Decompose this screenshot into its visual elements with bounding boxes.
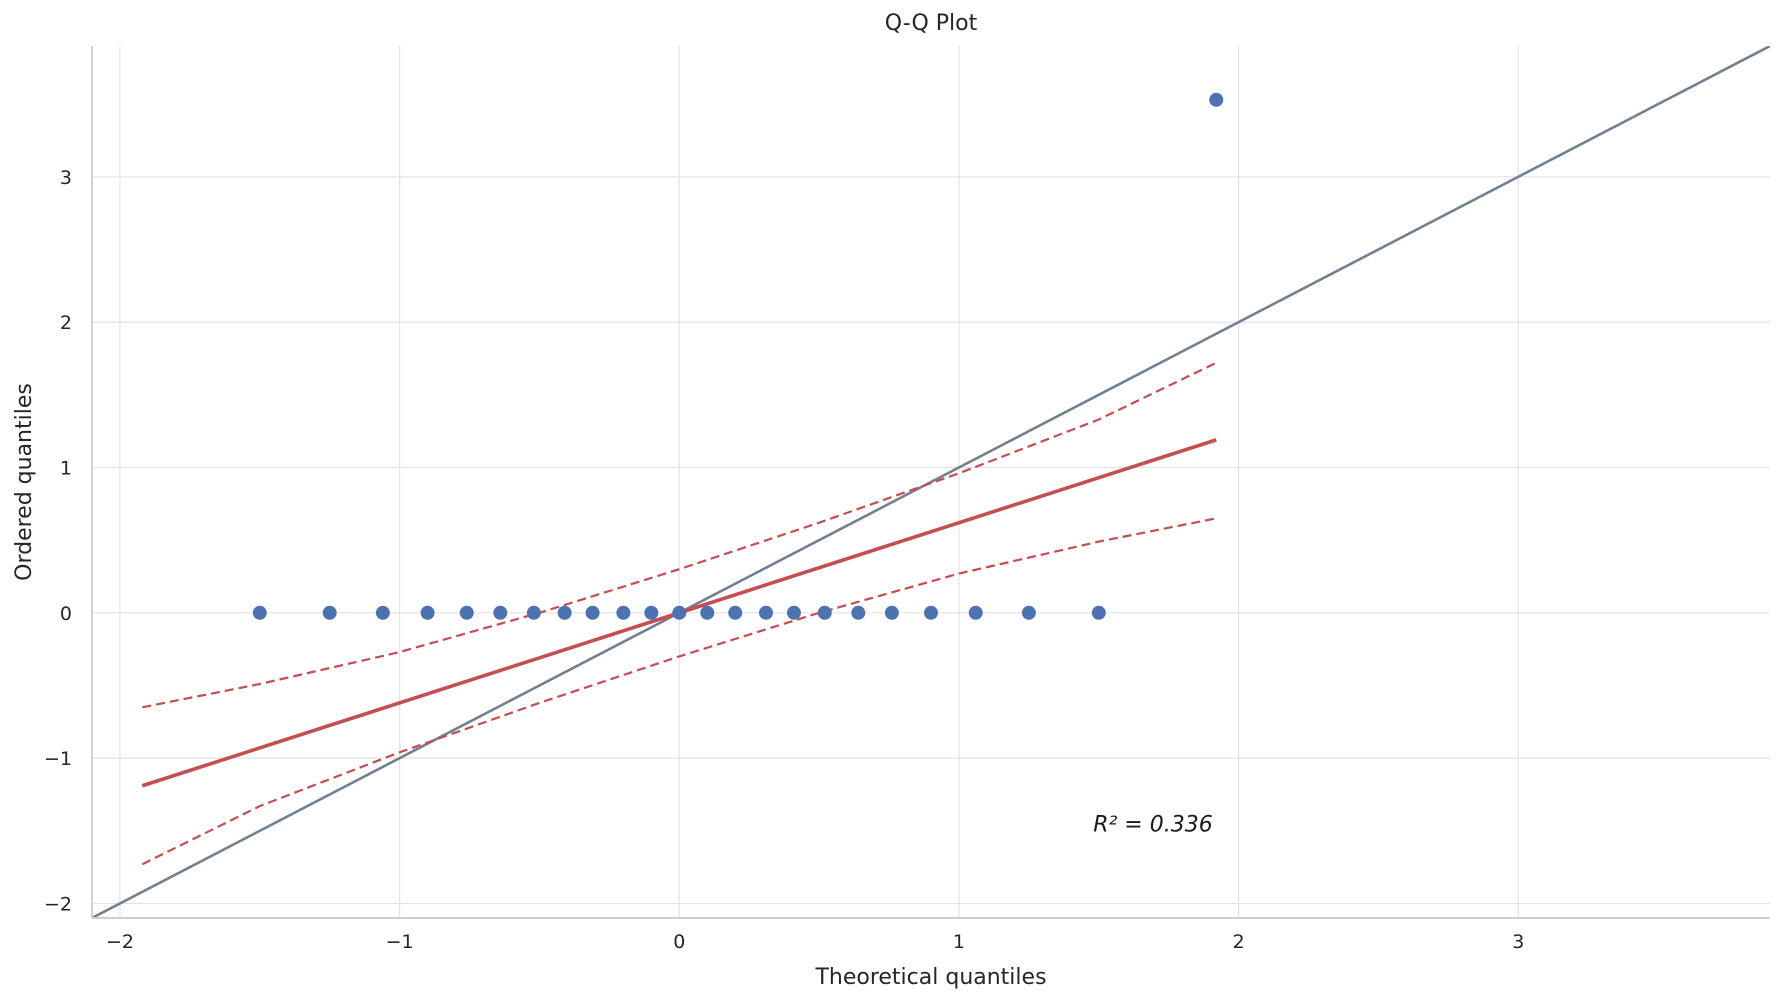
data-point xyxy=(252,605,267,620)
y-tick-label: −1 xyxy=(44,748,72,770)
data-point xyxy=(817,605,832,620)
data-point xyxy=(526,605,541,620)
r-squared-annotation: R² = 0.336 xyxy=(1093,813,1213,838)
data-point xyxy=(585,605,600,620)
data-points xyxy=(252,92,1224,620)
y-tick-label: 0 xyxy=(60,603,72,625)
y-tick-label: 2 xyxy=(60,312,72,334)
data-point xyxy=(644,605,659,620)
chart-title: Q-Q Plot xyxy=(885,11,978,36)
data-point xyxy=(968,605,983,620)
data-point xyxy=(459,605,474,620)
data-point xyxy=(884,605,899,620)
confidence-band-lower xyxy=(141,517,1217,866)
plot-area xyxy=(92,46,1770,918)
reference-line xyxy=(92,46,1770,918)
x-tick-label: 0 xyxy=(673,931,685,953)
x-tick-label: 3 xyxy=(1512,931,1524,953)
y-axis-title: Ordered quantiles xyxy=(12,383,37,581)
y-tick-label: −2 xyxy=(44,893,72,915)
y-tick-label: 3 xyxy=(60,167,72,189)
data-point xyxy=(375,605,390,620)
data-point xyxy=(924,605,938,620)
x-axis-title: Theoretical quantiles xyxy=(814,965,1046,990)
x-tick-label: 1 xyxy=(953,931,965,953)
data-point xyxy=(557,605,572,620)
data-point xyxy=(700,605,715,620)
data-point xyxy=(728,605,743,620)
data-point xyxy=(420,605,435,620)
x-tick-label: −1 xyxy=(386,931,414,953)
data-point xyxy=(672,605,687,620)
data-point xyxy=(616,605,631,620)
x-tick-label: −2 xyxy=(106,931,134,953)
x-tick-label: 2 xyxy=(1233,931,1245,953)
confidence-band-upper xyxy=(142,361,1217,709)
data-point xyxy=(1091,605,1106,620)
data-point xyxy=(758,605,773,620)
data-point xyxy=(1209,92,1224,107)
data-point xyxy=(493,605,508,620)
data-point xyxy=(1021,605,1036,620)
data-point xyxy=(851,605,866,620)
data-point xyxy=(322,605,337,620)
y-tick-label: 1 xyxy=(60,457,72,479)
data-point xyxy=(786,605,801,620)
